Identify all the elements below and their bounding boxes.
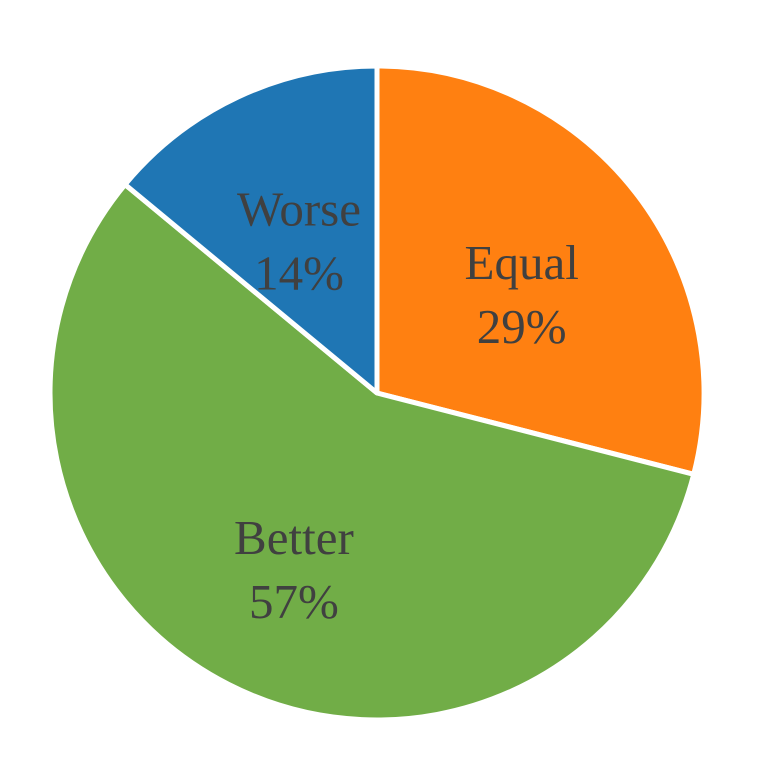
- slice-label-name: Better: [234, 510, 354, 565]
- pie-slice-equal: [374, 63, 707, 477]
- slice-label-value: 14%: [254, 245, 344, 300]
- pie-slices: [47, 63, 707, 723]
- slice-label-value: 57%: [249, 574, 339, 629]
- pie-labels: Equal 29% Better 57% Worse 14%: [234, 181, 579, 629]
- pie-slice-better: [47, 182, 697, 723]
- slice-label-name: Worse: [237, 181, 361, 236]
- slice-label-name: Equal: [465, 235, 579, 290]
- slice-label-worse: Worse 14%: [237, 181, 361, 300]
- slice-label-value: 29%: [477, 299, 567, 354]
- slice-label-better: Better 57%: [234, 510, 354, 629]
- pie-slice-worse: [122, 63, 380, 396]
- slice-label-equal: Equal 29%: [465, 235, 579, 354]
